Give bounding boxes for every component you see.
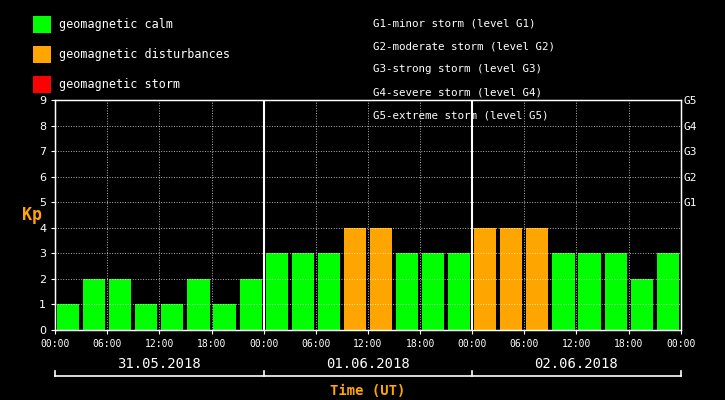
Text: G1-minor storm (level G1): G1-minor storm (level G1) — [373, 18, 536, 28]
Bar — [552, 253, 574, 330]
Text: 01.06.2018: 01.06.2018 — [326, 357, 410, 371]
Text: G5-extreme storm (level G5): G5-extreme storm (level G5) — [373, 111, 549, 121]
Bar — [344, 228, 366, 330]
Bar — [657, 253, 679, 330]
Bar — [109, 279, 131, 330]
Bar — [318, 253, 340, 330]
Text: G2-moderate storm (level G2): G2-moderate storm (level G2) — [373, 41, 555, 51]
Bar — [213, 304, 236, 330]
Text: Time (UT): Time (UT) — [331, 384, 405, 398]
Bar — [422, 253, 444, 330]
Text: G3-strong storm (level G3): G3-strong storm (level G3) — [373, 64, 542, 74]
Bar — [265, 253, 288, 330]
Text: 02.06.2018: 02.06.2018 — [534, 357, 618, 371]
Text: geomagnetic disturbances: geomagnetic disturbances — [59, 48, 231, 61]
Bar — [136, 304, 157, 330]
Bar — [57, 304, 79, 330]
Bar — [448, 253, 471, 330]
Bar — [474, 228, 497, 330]
Bar — [291, 253, 314, 330]
Bar — [239, 279, 262, 330]
Bar — [396, 253, 418, 330]
Bar — [526, 228, 549, 330]
Bar — [83, 279, 105, 330]
Bar — [370, 228, 392, 330]
Bar — [631, 279, 652, 330]
Text: G4-severe storm (level G4): G4-severe storm (level G4) — [373, 88, 542, 98]
Bar — [187, 279, 210, 330]
Bar — [605, 253, 626, 330]
Bar — [162, 304, 183, 330]
Text: geomagnetic calm: geomagnetic calm — [59, 18, 173, 31]
Bar — [500, 228, 523, 330]
Text: geomagnetic storm: geomagnetic storm — [59, 78, 181, 91]
Bar — [579, 253, 600, 330]
Y-axis label: Kp: Kp — [22, 206, 42, 224]
Text: 31.05.2018: 31.05.2018 — [117, 357, 202, 371]
